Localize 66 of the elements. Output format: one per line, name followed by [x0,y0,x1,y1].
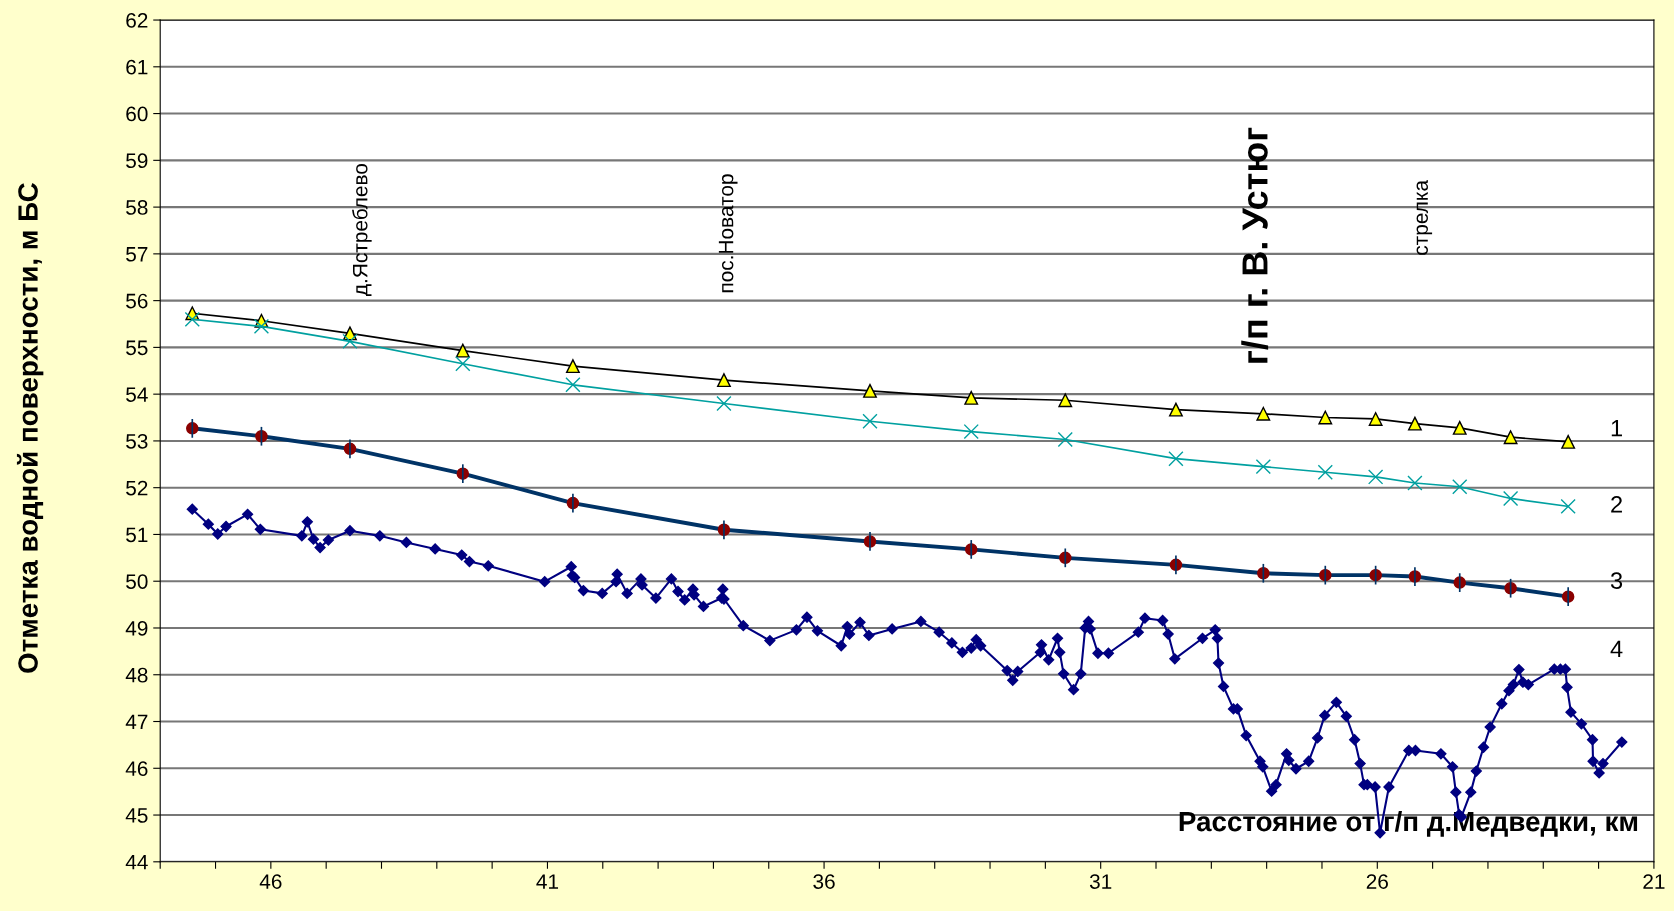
y-axis-title: Отметка водной поверхности, м БС [16,183,44,673]
point [1317,464,1333,480]
y-tick-label: 46 [125,761,148,777]
point [1256,406,1271,421]
point [1560,498,1576,515]
y-tick-label: 59 [126,153,148,169]
y-tick-label: 58 [126,200,148,215]
x-tick-label: 41 [536,874,559,889]
y-tick-label: 55 [126,340,148,356]
annotation: д.Ястреблево [352,163,372,296]
point [1452,479,1468,495]
y-tick-label: 61 [126,59,148,75]
y-tick-label: 52 [126,480,148,496]
point [1318,410,1333,425]
point [716,373,731,388]
point [863,383,877,398]
point [963,423,979,440]
point [184,311,200,327]
x-tick-label: 21 [1643,874,1665,889]
annotation: пос.Новатор [718,174,738,293]
y-tick-label: 49 [125,620,148,636]
point [1502,490,1519,507]
y-tick-label: 54 [126,387,148,402]
annotation: г/п г. В. Устюг [1241,127,1269,363]
series-label: 2 [1611,496,1622,513]
point [1168,451,1184,467]
point [455,343,470,358]
y-tick-label: 50 [126,574,148,589]
point [862,413,878,429]
point [1452,420,1467,435]
point [565,377,581,393]
y-tick-label: 62 [126,13,148,28]
point [716,395,732,412]
y-tick-label: 45 [125,808,148,823]
point [1367,469,1384,485]
y-tick-label: 44 [125,855,148,870]
point [455,356,471,372]
point [1561,434,1576,449]
y-tick-label: 60 [126,106,148,122]
point [565,359,580,374]
point [1503,430,1518,445]
point [1058,393,1073,408]
point [342,333,358,349]
y-tick-label: 56 [126,293,148,309]
point [253,318,270,334]
y-tick-label: 51 [126,527,148,543]
y-tick-label: 53 [126,433,148,449]
x-tick-label: 31 [1089,874,1112,889]
point [1057,431,1073,448]
x-tick-label: 26 [1366,874,1388,889]
x-axis-title: Расстояние от г/п д.Медведки, км [1179,810,1638,837]
y-tick-label: 47 [125,714,148,730]
point [1168,402,1183,417]
series-label: 1 [1611,420,1622,437]
x-tick-label: 46 [259,874,282,889]
x-tick-label: 36 [813,874,835,889]
point [1407,416,1422,431]
point [1407,475,1423,491]
y-tick-label: 57 [126,247,148,262]
point [964,390,979,405]
point [1255,459,1271,475]
series-label: 4 [1610,640,1623,657]
series-label: 3 [1610,572,1623,589]
annotation: стрелка [1416,179,1433,255]
point [1368,411,1383,426]
y-tick-label: 48 [125,667,148,683]
